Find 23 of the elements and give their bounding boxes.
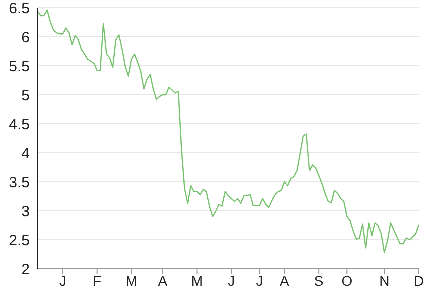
y-tick-label: 4.5 <box>9 116 30 134</box>
x-tick-label: S <box>314 272 324 289</box>
x-tick-label: J <box>256 272 264 289</box>
y-tick-label: 4 <box>22 145 30 162</box>
x-tick-label: D <box>414 272 424 289</box>
x-tick-label: N <box>380 272 390 289</box>
x-tick-label: A <box>280 272 290 289</box>
x-tick-label: O <box>342 272 353 289</box>
y-tick-label: 6.5 <box>9 0 30 18</box>
x-tick-label: J <box>228 272 236 289</box>
y-tick-label: 5 <box>22 87 30 104</box>
y-tick-label: 3 <box>22 203 30 220</box>
y-tick-label: 5.5 <box>9 58 30 76</box>
line-series <box>38 10 419 254</box>
x-tick-label: J <box>59 272 66 289</box>
x-tick-label: A <box>158 272 168 289</box>
y-tick-label: 3.5 <box>9 174 30 192</box>
x-tick-label: M <box>126 272 138 289</box>
y-tick-label: 2.5 <box>9 232 30 250</box>
y-tick-label: 6 <box>22 29 30 46</box>
y-tick-label: 2 <box>22 261 30 278</box>
x-tick-label: F <box>93 272 102 289</box>
x-tick-label: M <box>191 272 204 289</box>
